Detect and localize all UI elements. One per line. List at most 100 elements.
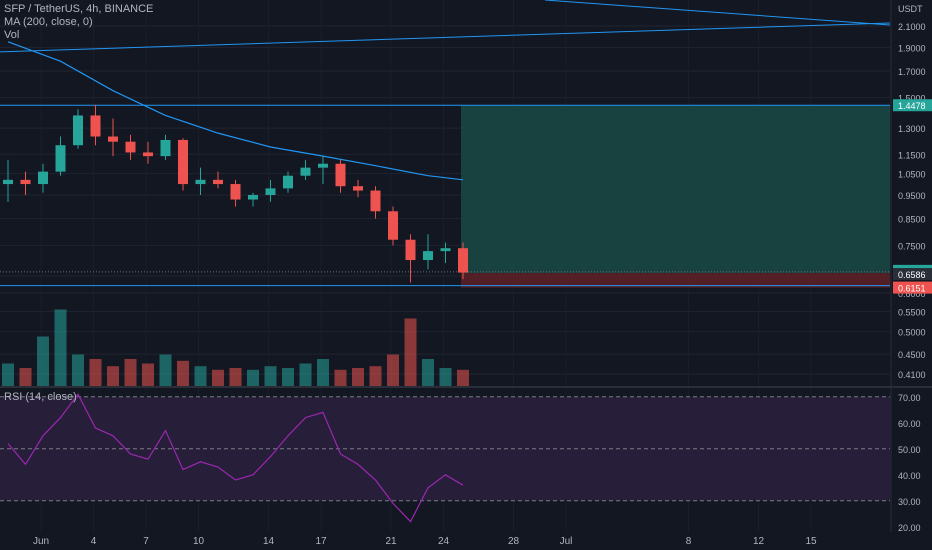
candle-body — [73, 115, 83, 146]
rsi-tick-label: 50.00 — [898, 445, 921, 455]
date-tick-label: 21 — [385, 536, 397, 547]
price-tag — [893, 268, 932, 281]
date-tick-label: 24 — [438, 536, 450, 547]
volume-bar — [334, 369, 347, 386]
price-tick-label: 2.1000 — [898, 22, 926, 32]
volume-bar — [317, 359, 329, 386]
candle-body — [108, 136, 118, 142]
volume-bar — [299, 363, 312, 386]
volume-legend-label[interactable]: Vol — [4, 29, 20, 41]
volume-bar — [404, 318, 417, 386]
price-tick-label: 0.7500 — [898, 241, 926, 251]
candle-body — [178, 139, 188, 185]
volume-bar — [2, 363, 14, 386]
rsi-legend-label[interactable]: RSI (14, close) — [4, 391, 77, 403]
volume-bar — [142, 363, 154, 386]
price-tick-label: 1.3000 — [898, 124, 926, 134]
candle-body — [440, 248, 451, 252]
rsi-tick-label: 30.00 — [898, 497, 921, 507]
candle-body — [160, 139, 171, 157]
candle-body — [370, 190, 381, 212]
chart-legend: SFP / TetherUS, 4h, BINANCE MA (200, clo… — [4, 3, 153, 42]
ascending-trendline — [0, 22, 891, 53]
volume-bar — [89, 359, 102, 386]
price-tick-label: 0.6000 — [898, 289, 926, 299]
candle-body — [458, 248, 468, 273]
volume-bar — [422, 359, 434, 386]
date-tick-label: 12 — [753, 536, 765, 547]
rsi-tick-label: 60.00 — [898, 419, 921, 429]
date-tick-label: 17 — [315, 536, 327, 547]
stop-zone — [461, 273, 890, 288]
candle-body — [125, 141, 136, 153]
volume-bar — [457, 369, 469, 386]
price-tick-label: 0.5500 — [898, 307, 926, 317]
candle-body — [230, 184, 241, 200]
rsi-tick-label: 70.00 — [898, 393, 921, 403]
price-tick-label: 0.9500 — [898, 191, 926, 201]
candle-body — [248, 194, 258, 200]
volume-bar — [282, 368, 294, 386]
volume-bar — [124, 359, 137, 386]
price-tick-label: 1.7000 — [898, 67, 926, 77]
candle-body — [20, 179, 31, 185]
date-tick-label: Jul — [560, 536, 573, 547]
ma-legend-label[interactable]: MA (200, close, 0) — [4, 16, 93, 28]
price-tag-label: 0.6586 — [898, 270, 926, 280]
rsi-line — [7, 393, 464, 523]
candle-body — [283, 175, 293, 189]
volume-bar — [177, 360, 189, 386]
price-tag-label: 1.4478 — [898, 101, 926, 111]
volume-bar — [72, 354, 84, 386]
date-tick-label: 14 — [263, 536, 275, 547]
candle-body — [335, 163, 346, 187]
candle-body — [38, 171, 48, 185]
date-tick-label: 7 — [143, 536, 149, 547]
rsi-tick-label: 40.00 — [898, 471, 921, 481]
volume-bar — [352, 368, 364, 386]
price-tag — [893, 99, 932, 112]
price-tag — [893, 281, 932, 294]
volume-bar — [194, 366, 207, 386]
volume-bars — [2, 309, 469, 386]
price-tick-label: 0.5000 — [898, 328, 926, 338]
candles — [3, 104, 468, 283]
price-tag-label: 0.6151 — [898, 284, 926, 294]
candle-body — [195, 179, 206, 185]
rsi-legend: RSI (14, close) — [4, 391, 77, 404]
candle-body — [388, 211, 398, 240]
rsi-tick-label: 20.00 — [898, 523, 921, 533]
date-tick-label: 8 — [686, 536, 692, 547]
volume-bar — [229, 368, 242, 386]
candle-body — [213, 179, 223, 185]
volume-bar — [212, 369, 224, 386]
volume-bar — [247, 369, 259, 386]
price-tick-label: 0.4500 — [898, 350, 926, 360]
volume-bar — [107, 366, 119, 386]
descending-trendline — [544, 0, 891, 26]
candle-body — [90, 115, 101, 137]
candle-body — [405, 239, 416, 261]
symbol-label[interactable]: SFP / TetherUS, 4h, BINANCE — [4, 3, 154, 15]
price-tick-label: 1.0500 — [898, 170, 926, 180]
candle-body — [353, 186, 363, 191]
volume-bar — [37, 336, 49, 386]
candle-body — [423, 251, 433, 261]
price-tick-label: 0.8500 — [898, 215, 926, 225]
candle-body — [265, 188, 276, 195]
target-zone — [461, 105, 890, 274]
ma-200-line — [7, 41, 464, 181]
price-tick-label: 0.4100 — [898, 370, 926, 380]
candle-body — [143, 152, 153, 157]
date-tick-label: 10 — [193, 536, 205, 547]
date-tick-label: 4 — [91, 536, 97, 547]
candle-body — [55, 145, 66, 172]
date-tick-label: 15 — [805, 536, 817, 547]
volume-bar — [264, 366, 277, 386]
candle-body — [318, 163, 328, 168]
price-tick-label: 1.5000 — [898, 94, 926, 104]
volume-bar — [439, 368, 452, 386]
price-unit-label: USDT — [898, 4, 923, 14]
